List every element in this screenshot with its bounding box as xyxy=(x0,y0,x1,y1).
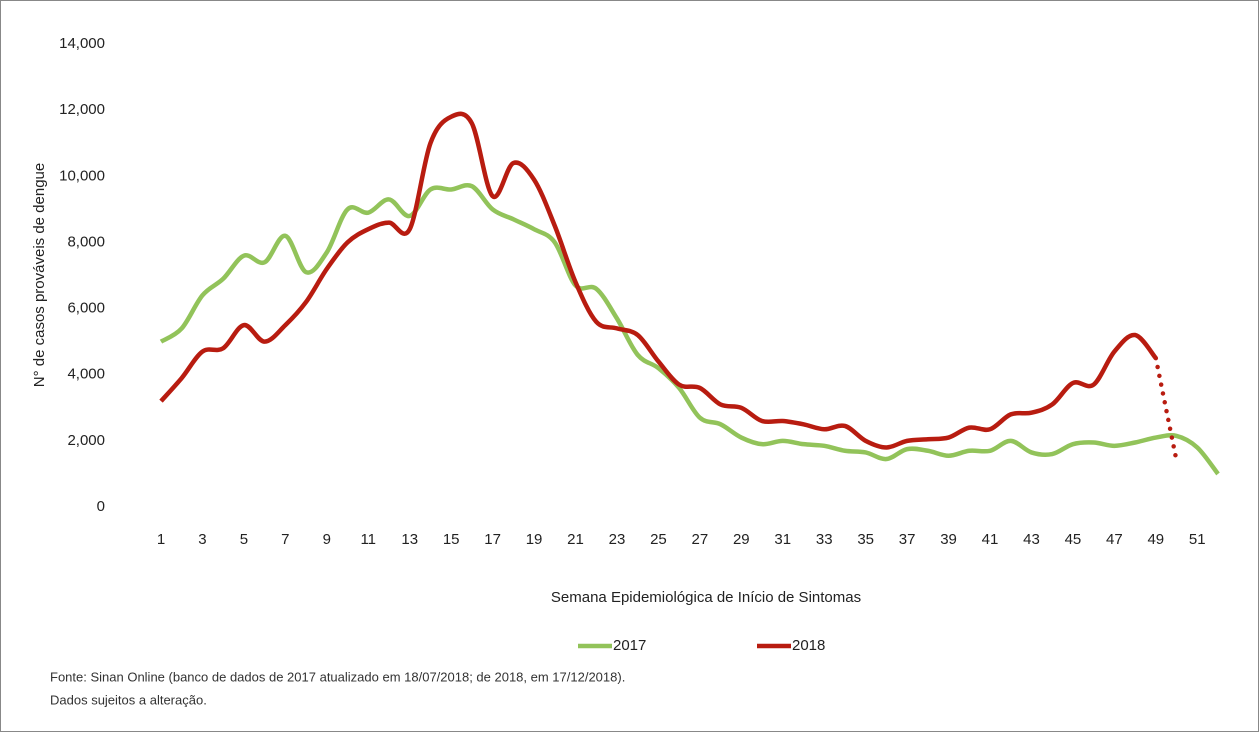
y-tick-label: 6,000 xyxy=(67,300,105,317)
y-tick-label: 14,000 xyxy=(59,35,105,52)
x-tick-label: 51 xyxy=(1189,531,1206,548)
x-tick-label: 1 xyxy=(157,531,165,548)
x-tick-label: 25 xyxy=(650,531,667,548)
x-tick-label: 43 xyxy=(1023,531,1040,548)
source-note: Fonte: Sinan Online (banco de dados de 2… xyxy=(50,669,625,684)
y-tick-label: 10,000 xyxy=(59,167,105,184)
x-tick-label: 21 xyxy=(567,531,584,548)
x-tick-label: 31 xyxy=(774,531,791,548)
x-tick-label: 13 xyxy=(401,531,418,548)
x-tick-label: 41 xyxy=(982,531,999,548)
legend-label: 2018 xyxy=(792,637,825,654)
x-tick-label: 23 xyxy=(609,531,626,548)
series-line xyxy=(159,183,1220,476)
x-tick-label: 15 xyxy=(443,531,460,548)
x-tick-label: 11 xyxy=(360,531,376,548)
y-tick-label: 12,000 xyxy=(59,101,105,118)
disclaimer-note: Dados sujeitos a alteração. xyxy=(50,692,207,707)
x-tick-label: 27 xyxy=(692,531,709,548)
x-tick-label: 19 xyxy=(526,531,543,548)
x-tick-label: 5 xyxy=(240,531,248,548)
y-tick-label: 8,000 xyxy=(67,233,105,250)
y-tick-label: 2,000 xyxy=(67,432,105,449)
series-line xyxy=(159,111,1158,450)
x-tick-label: 37 xyxy=(899,531,916,548)
y-tick-label: 0 xyxy=(97,498,105,515)
x-tick-label: 35 xyxy=(857,531,874,548)
series-line-dotted xyxy=(1153,355,1179,463)
x-tick-label: 17 xyxy=(484,531,501,548)
x-tick-label: 33 xyxy=(816,531,833,548)
legend-label: 2017 xyxy=(613,637,646,654)
y-tick-label: 4,000 xyxy=(67,366,105,383)
y-axis-title: N° de casos prováveis de dengue xyxy=(31,163,48,387)
x-tick-label: 49 xyxy=(1147,531,1164,548)
x-tick-label: 29 xyxy=(733,531,750,548)
x-tick-label: 39 xyxy=(940,531,957,548)
x-tick-label: 3 xyxy=(198,531,206,548)
x-tick-label: 9 xyxy=(323,531,331,548)
x-tick-label: 47 xyxy=(1106,531,1123,548)
x-axis-title: Semana Epidemiológica de Início de Sinto… xyxy=(551,589,861,606)
x-tick-label: 45 xyxy=(1065,531,1082,548)
x-tick-label: 7 xyxy=(281,531,289,548)
